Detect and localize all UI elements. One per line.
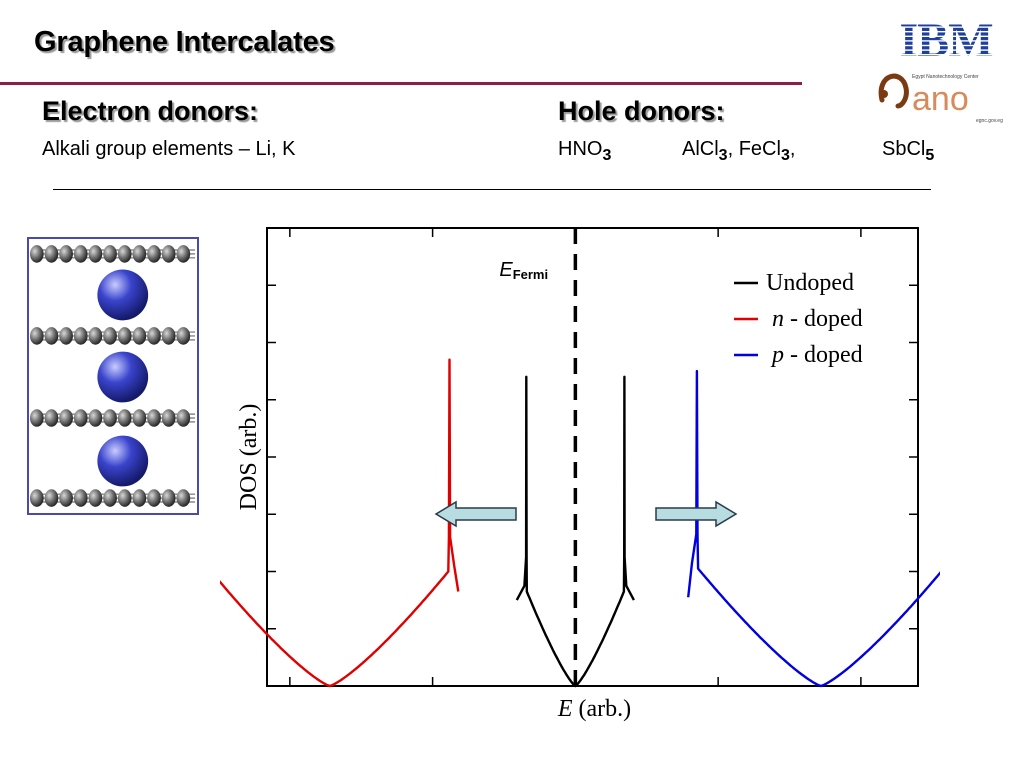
electron-donors-text: Alkali group elements – Li, K	[42, 138, 296, 160]
carbon-atom	[161, 245, 176, 263]
carbon-atom	[103, 245, 117, 263]
carbon-atom	[59, 327, 73, 345]
carbon-atom	[29, 409, 44, 427]
title-underline	[0, 82, 802, 85]
dos-curves	[220, 358, 940, 688]
legend-label: Undoped	[766, 270, 854, 296]
carbon-atom	[44, 245, 59, 263]
hole-donor-alcl3-fecl3: AlCl3, FeCl3,	[682, 138, 796, 164]
hole-donors-heading: Hole donors:	[558, 96, 725, 126]
hole-donor-hno3: HNO3	[558, 138, 612, 164]
carbon-atom	[29, 327, 44, 345]
carbon-atom	[44, 489, 59, 507]
slide-title: Graphene Intercalates	[34, 26, 335, 58]
carbon-atom	[132, 489, 147, 507]
carbon-atom	[161, 489, 176, 507]
carbon-atom	[161, 327, 176, 345]
dos-series-line	[220, 358, 460, 688]
carbon-atom	[117, 489, 132, 507]
carbon-atom	[117, 327, 132, 345]
shift-arrow-left	[434, 500, 517, 528]
carbon-atom	[44, 409, 59, 427]
chart-legend: Undoped n - doped p - doped	[734, 270, 863, 368]
carbon-atom	[132, 327, 147, 345]
carbon-atom	[132, 409, 147, 427]
carbon-atom	[117, 409, 132, 427]
carbon-atom	[147, 327, 161, 345]
intercalant-atom	[97, 351, 149, 403]
carbon-atom	[59, 245, 73, 263]
legend-label: n - doped	[772, 306, 863, 332]
carbon-atom	[117, 245, 132, 263]
nano-logo-url: egnc.gov.eg	[976, 118, 1003, 124]
carbon-atom	[88, 489, 103, 507]
carbon-atom	[147, 489, 161, 507]
shift-arrow-right	[655, 500, 738, 528]
ibm-logo: IBM	[900, 14, 994, 60]
dos-series-line	[687, 369, 940, 688]
carbon-atom	[73, 327, 88, 345]
carbon-atom	[29, 489, 44, 507]
carbon-atom	[73, 409, 88, 427]
carbon-atom	[176, 245, 191, 263]
intercalant-atom	[97, 269, 149, 321]
ibm-logo-text: IBM	[900, 14, 993, 60]
nano-logo: ano Egypt Nanotechnology Center egnc.gov…	[878, 73, 1003, 124]
intercalate-structure-image	[27, 237, 199, 515]
carbon-atom	[88, 409, 103, 427]
plot-frame	[266, 227, 919, 687]
intercalant-atom	[97, 435, 149, 487]
dos-chart: EFermi DOS (arb.) E (arb.) Undoped n - do…	[220, 227, 940, 722]
carbon-atom	[73, 245, 88, 263]
carbon-atom	[103, 327, 117, 345]
shift-arrows	[434, 500, 738, 528]
legend-label: p - doped	[770, 342, 863, 368]
carbon-atom	[147, 409, 161, 427]
nano-logo-dot	[880, 90, 888, 98]
carbon-atom	[88, 245, 103, 263]
carbon-atom	[161, 409, 176, 427]
nano-logo-tagline: Egypt Nanotechnology Center	[912, 74, 979, 80]
electron-donors-heading: Electron donors:	[42, 96, 259, 126]
fermi-level-label: EFermi	[499, 259, 548, 282]
x-axis-label: E (arb.)	[557, 696, 631, 722]
y-axis-label: DOS (arb.)	[236, 404, 262, 511]
carbon-atom	[176, 409, 191, 427]
carbon-atom	[176, 489, 191, 507]
nano-logo-swirl	[878, 73, 909, 109]
carbon-atom	[103, 409, 117, 427]
carbon-atom	[176, 327, 191, 345]
carbon-atom	[73, 489, 88, 507]
carbon-atom	[59, 489, 73, 507]
graphene-layers	[29, 245, 196, 507]
carbon-atom	[59, 409, 73, 427]
carbon-atom	[29, 245, 44, 263]
nano-logo-text: ano	[912, 80, 969, 118]
hole-donor-sbcl5: SbCl5	[882, 138, 935, 164]
carbon-atom	[132, 245, 147, 263]
carbon-atom	[147, 245, 161, 263]
section-divider	[53, 189, 931, 190]
axis-ticks	[267, 228, 918, 686]
carbon-atom	[103, 489, 117, 507]
carbon-atom	[88, 327, 103, 345]
carbon-atom	[44, 327, 59, 345]
